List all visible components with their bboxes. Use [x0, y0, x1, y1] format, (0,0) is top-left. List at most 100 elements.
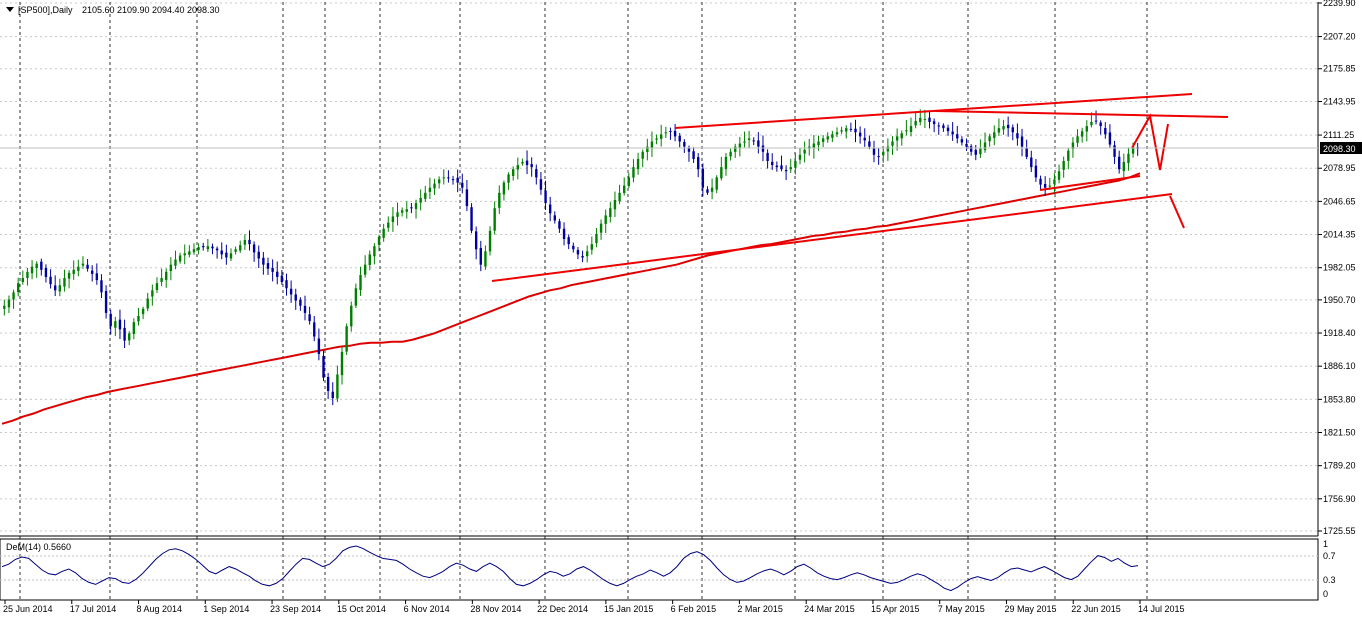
candle-body	[1113, 145, 1116, 157]
candle-body	[1076, 136, 1079, 143]
candle-body	[960, 139, 964, 143]
candle-body	[128, 333, 131, 341]
candlesticks	[3, 109, 1139, 406]
candle-body	[396, 212, 399, 217]
candle-body	[146, 298, 149, 309]
candle-body	[872, 148, 876, 155]
candle-body	[1067, 150, 1070, 161]
time-tick-label: 15 Oct 2014	[337, 604, 386, 614]
indicator-pane: DeM(14) 0.5660 1 0.7 0.3 0	[0, 538, 1336, 601]
candle-body	[202, 246, 205, 248]
candle-body	[710, 187, 714, 192]
candle-body	[895, 136, 899, 141]
candle-body	[91, 270, 94, 274]
candle-body	[706, 189, 709, 193]
candle-body	[803, 149, 806, 154]
candle-body	[132, 322, 136, 335]
candle-body	[882, 151, 885, 156]
candle-body	[516, 165, 520, 170]
candle-body	[262, 257, 265, 265]
candle-body	[692, 151, 695, 159]
time-tick-label: 2 Mar 2015	[737, 604, 783, 614]
candle-body	[525, 160, 529, 166]
candle-body	[451, 179, 455, 181]
candle-body	[192, 249, 196, 253]
candle-body	[664, 132, 668, 134]
candle-body	[641, 151, 644, 159]
candle-body	[479, 247, 482, 265]
candle-body	[660, 134, 663, 139]
candle-body	[1043, 184, 1047, 188]
candle-body	[322, 355, 325, 378]
candle-body	[174, 259, 177, 266]
candle-body	[465, 189, 469, 207]
candle-body	[521, 162, 524, 164]
candle-body	[590, 244, 594, 250]
candle-body	[100, 280, 103, 293]
candle-body	[581, 256, 584, 258]
candle-body	[414, 203, 418, 209]
candle-body	[72, 269, 75, 274]
candle-body	[826, 136, 829, 140]
candle-body	[720, 167, 723, 179]
candle-body	[456, 177, 459, 183]
candle-body	[1016, 133, 1019, 139]
candle-body	[160, 278, 163, 282]
time-tick-label: 15 Jan 2015	[604, 604, 654, 614]
price-tick-label: 1886.10	[1323, 361, 1356, 371]
candle-body	[433, 183, 436, 189]
candle-body	[1002, 126, 1005, 130]
candle-body	[622, 185, 626, 193]
ohlc-open: 2105.60	[82, 5, 115, 15]
candle-body	[747, 138, 751, 140]
candle-body	[155, 283, 159, 290]
time-tick-label: 6 Nov 2014	[404, 604, 450, 614]
candle-body	[1011, 127, 1014, 133]
candle-body	[784, 169, 788, 172]
time-tick-label: 14 Jul 2015	[1138, 604, 1185, 614]
candle-body	[942, 125, 945, 129]
candle-body	[738, 143, 742, 149]
candle-body	[387, 222, 390, 228]
ohlc-close: 2098.30	[187, 5, 220, 15]
candle-body	[636, 158, 640, 170]
candle-body	[285, 280, 288, 289]
support-trendline-short	[1039, 175, 1141, 191]
candle-body	[67, 272, 71, 279]
candle-body	[761, 145, 765, 152]
candle-body	[1108, 132, 1112, 145]
time-tick-label: 25 Jun 2014	[3, 604, 53, 614]
candle-body	[276, 271, 279, 277]
candle-body	[1006, 124, 1010, 129]
candle-body	[585, 251, 589, 257]
indicator-level-07-label: 0.7	[1323, 551, 1336, 561]
candle-body	[595, 233, 598, 244]
candle-body	[400, 210, 404, 213]
candle-body	[447, 177, 450, 179]
candle-body	[188, 251, 191, 255]
chart-header: [SP500],Daily 2105.60 2109.90 2094.40 20…	[6, 5, 220, 15]
price-tick-label: 2014.35	[1323, 230, 1356, 240]
candle-body	[548, 204, 552, 214]
candle-body	[63, 278, 66, 287]
candle-body	[729, 151, 732, 157]
candle-body	[7, 299, 11, 308]
candle-body	[673, 130, 677, 137]
candle-body	[798, 154, 802, 160]
candle-body	[410, 207, 413, 209]
price-tick-label: 2143.95	[1323, 96, 1356, 106]
candle-body	[1034, 165, 1038, 178]
time-tick-label: 15 Apr 2015	[871, 604, 920, 614]
last-price-label: 2098.30	[1323, 144, 1356, 154]
indicator-pane-frame	[0, 538, 1319, 601]
candle-body	[368, 254, 371, 266]
candle-body	[891, 141, 894, 146]
candle-body	[909, 126, 913, 133]
candle-body	[363, 264, 367, 275]
candle-body	[701, 168, 705, 188]
candle-body	[655, 138, 658, 140]
candle-body	[359, 274, 362, 291]
time-tick-label: 28 Nov 2014	[470, 604, 521, 614]
candle-body	[535, 169, 538, 178]
